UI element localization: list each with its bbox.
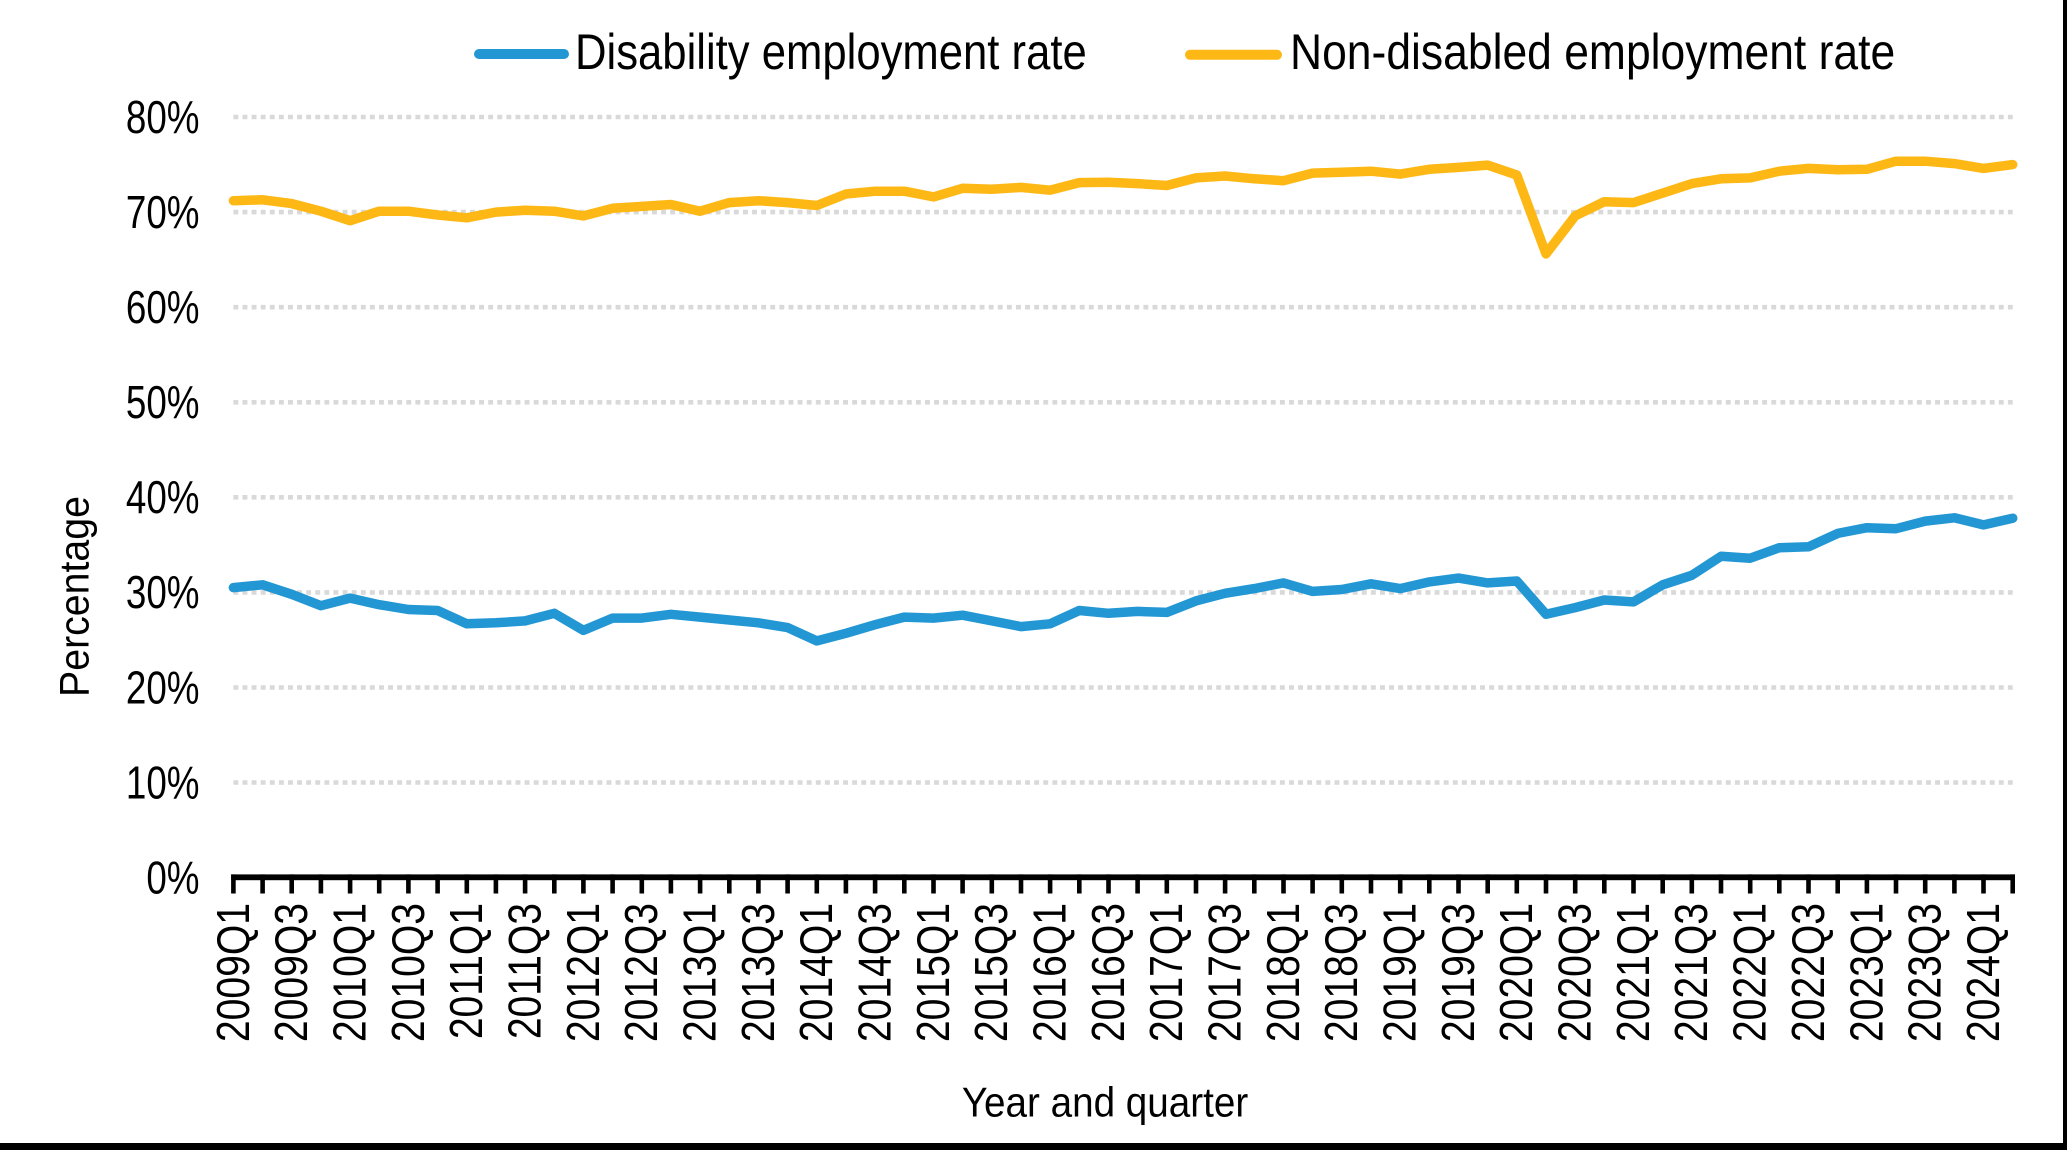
- svg-text:2011Q3: 2011Q3: [500, 903, 552, 1039]
- svg-text:Disability employment rate: Disability employment rate: [575, 24, 1087, 79]
- svg-text:2021Q3: 2021Q3: [1666, 903, 1718, 1042]
- svg-text:2022Q1: 2022Q1: [1725, 903, 1777, 1042]
- svg-text:Year and quarter: Year and quarter: [962, 1078, 1248, 1126]
- svg-text:2015Q1: 2015Q1: [908, 903, 960, 1042]
- svg-text:2014Q3: 2014Q3: [850, 903, 902, 1042]
- svg-text:0%: 0%: [146, 851, 199, 903]
- svg-text:2017Q1: 2017Q1: [1141, 903, 1193, 1042]
- svg-text:2019Q3: 2019Q3: [1433, 903, 1485, 1042]
- svg-text:2017Q3: 2017Q3: [1200, 903, 1252, 1042]
- svg-text:2016Q1: 2016Q1: [1025, 903, 1077, 1042]
- svg-text:40%: 40%: [126, 471, 200, 523]
- svg-text:30%: 30%: [126, 566, 200, 618]
- svg-text:2022Q3: 2022Q3: [1783, 903, 1835, 1042]
- svg-text:2009Q1: 2009Q1: [208, 903, 260, 1042]
- svg-text:2012Q3: 2012Q3: [616, 903, 668, 1042]
- svg-text:20%: 20%: [126, 661, 200, 713]
- svg-text:2013Q3: 2013Q3: [733, 903, 785, 1042]
- svg-text:2009Q3: 2009Q3: [266, 903, 318, 1042]
- svg-text:2020Q3: 2020Q3: [1550, 903, 1602, 1042]
- svg-text:80%: 80%: [126, 91, 200, 143]
- svg-text:2024Q1: 2024Q1: [1958, 903, 2010, 1042]
- svg-text:2014Q1: 2014Q1: [791, 903, 843, 1042]
- svg-text:2019Q1: 2019Q1: [1375, 903, 1427, 1042]
- svg-text:2018Q3: 2018Q3: [1316, 903, 1368, 1042]
- svg-text:50%: 50%: [126, 376, 200, 428]
- svg-text:2023Q1: 2023Q1: [1841, 903, 1893, 1042]
- svg-text:Percentage: Percentage: [50, 496, 97, 697]
- svg-text:2018Q1: 2018Q1: [1258, 903, 1310, 1042]
- svg-text:60%: 60%: [126, 281, 200, 333]
- svg-text:2013Q1: 2013Q1: [675, 903, 727, 1042]
- svg-text:2021Q1: 2021Q1: [1608, 903, 1660, 1042]
- svg-text:Non-disabled employment rate: Non-disabled employment rate: [1290, 25, 1895, 81]
- svg-text:2023Q3: 2023Q3: [1900, 903, 1952, 1042]
- svg-text:2010Q3: 2010Q3: [383, 903, 435, 1042]
- svg-text:2010Q1: 2010Q1: [325, 903, 377, 1042]
- svg-text:70%: 70%: [126, 186, 200, 238]
- svg-text:2011Q1: 2011Q1: [441, 903, 493, 1039]
- svg-text:2012Q1: 2012Q1: [558, 903, 610, 1042]
- svg-text:2016Q3: 2016Q3: [1083, 903, 1135, 1042]
- svg-text:2015Q3: 2015Q3: [966, 903, 1018, 1042]
- svg-text:2020Q1: 2020Q1: [1491, 903, 1543, 1042]
- svg-text:10%: 10%: [126, 756, 200, 808]
